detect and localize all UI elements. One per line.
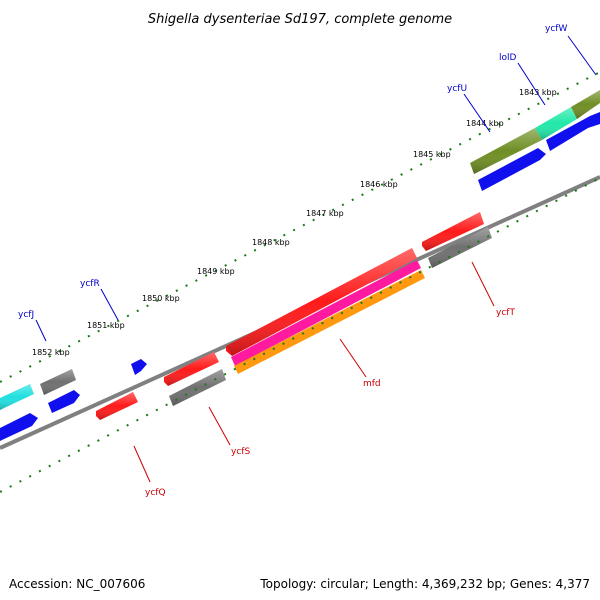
tick-label-1849: 1849 kbp [197, 267, 235, 276]
gene-label-ycfT[interactable]: ycfT [496, 308, 515, 318]
gene-label-ycfJ[interactable]: ycfJ [18, 310, 34, 320]
leader-ycfU [463, 93, 491, 133]
tick-label-1847: 1847 kbp [306, 209, 344, 218]
gene-lolD-bar-shade [535, 107, 577, 140]
gene-grey-1852-shade [40, 369, 76, 395]
tick-label-1848: 1848 kbp [252, 238, 290, 247]
tick-label-1846: 1846 kbp [360, 180, 398, 189]
gene-label-ycfU[interactable]: ycfU [447, 84, 467, 94]
gene-label-ycfQ[interactable]: ycfQ [145, 488, 166, 498]
gene-mfd-bar-shade [226, 248, 417, 356]
gene-label-lolD[interactable]: lolD [499, 53, 517, 63]
tick-label-1843: 1843 kbp [519, 88, 557, 97]
topology-text: Topology: circular; Length: 4,369,232 bp… [260, 577, 590, 591]
tick-label-1851: 1851 kbp [87, 321, 125, 330]
gene-ycfT-bar-shade [422, 212, 484, 251]
forward-strand-features [0, 90, 600, 441]
map-title: Shigella dysenteriae Sd197, complete gen… [148, 12, 452, 27]
leader-ycfW [567, 35, 597, 76]
gene-blue-1843[interactable] [546, 112, 600, 151]
accession-text: Accession: NC_007606 [9, 577, 146, 591]
tick-labels: 1843 kbp 1844 kbp 1845 kbp 1846 kbp 1847… [32, 88, 557, 357]
leader-ycfR [100, 288, 119, 321]
gene-blue-1852[interactable] [48, 390, 80, 413]
gene-ycfR-bar[interactable] [131, 359, 147, 375]
gene-ycfQ-bar-shade [96, 392, 138, 420]
tick-label-1845: 1845 kbp [413, 150, 451, 159]
tick-track-outer [0, 71, 600, 383]
gene-grey-ycfS-shade [169, 369, 226, 406]
gene-grey-ycfT-shade [428, 227, 492, 268]
gene-mfd-domain-orange [234, 270, 425, 374]
leader-lolD [517, 62, 546, 106]
leader-mfd [339, 338, 367, 378]
tick-label-1844: 1844 kbp [466, 119, 504, 128]
gene-ycfJ-bar-shade [0, 384, 34, 410]
gene-label-ycfR[interactable]: ycfR [80, 279, 100, 289]
tick-label-1850: 1850 kbp [142, 294, 180, 303]
leader-ycfS [208, 406, 231, 446]
tick-label-1852: 1852 kbp [32, 348, 70, 357]
tick-dots-outer [0, 71, 600, 383]
gene-label-ycfS[interactable]: ycfS [231, 447, 250, 457]
leader-ycfT [471, 261, 495, 307]
leader-ycfQ [133, 445, 151, 483]
leader-ycfJ [35, 319, 47, 342]
gene-ycfW-bar-shade [571, 90, 600, 119]
gene-labels: ycfW lolD ycfU ycfR ycfJ ycfT mfd ycfS y… [18, 24, 567, 498]
reverse-strand-features [96, 212, 492, 420]
gene-label-leaders [35, 35, 597, 483]
gene-blue-1845[interactable] [478, 148, 546, 191]
gene-label-ycfW[interactable]: ycfW [545, 24, 567, 34]
gene-ycfU-bar-shade [470, 128, 542, 174]
gene-label-mfd[interactable]: mfd [363, 379, 381, 389]
gene-blue-left-1[interactable] [0, 413, 38, 441]
gene-mfd-domain-magenta [231, 260, 421, 366]
gene-ycfS-bar-shade [164, 352, 219, 386]
